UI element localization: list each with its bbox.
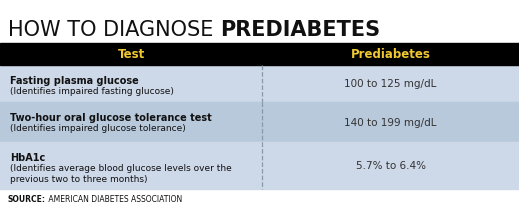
Text: HbA1c: HbA1c <box>10 152 45 162</box>
Text: (Identifies average blood glucose levels over the
previous two to three months): (Identifies average blood glucose levels… <box>10 163 232 184</box>
Text: AMERICAN DIABETES ASSOCIATION: AMERICAN DIABETES ASSOCIATION <box>46 194 182 204</box>
Bar <box>0 44 519 66</box>
Text: 100 to 125 mg/dL: 100 to 125 mg/dL <box>345 79 436 89</box>
Text: 140 to 199 mg/dL: 140 to 199 mg/dL <box>344 117 437 127</box>
Text: HOW TO DIAGNOSE: HOW TO DIAGNOSE <box>8 20 220 40</box>
Bar <box>0 66 519 103</box>
Text: (Identifies impaired glucose tolerance): (Identifies impaired glucose tolerance) <box>10 123 186 132</box>
Text: SOURCE:: SOURCE: <box>8 194 46 204</box>
Text: Two-hour oral glucose tolerance test: Two-hour oral glucose tolerance test <box>10 112 212 122</box>
Text: Prediabetes: Prediabetes <box>351 48 430 61</box>
Text: PREDIABETES: PREDIABETES <box>220 20 380 40</box>
Text: Test: Test <box>117 48 145 61</box>
Text: Fasting plasma glucose: Fasting plasma glucose <box>10 76 139 85</box>
Bar <box>0 142 519 189</box>
Bar <box>0 103 519 142</box>
Text: 5.7% to 6.4%: 5.7% to 6.4% <box>356 161 426 171</box>
Text: (Identifies impaired fasting glucose): (Identifies impaired fasting glucose) <box>10 87 174 96</box>
